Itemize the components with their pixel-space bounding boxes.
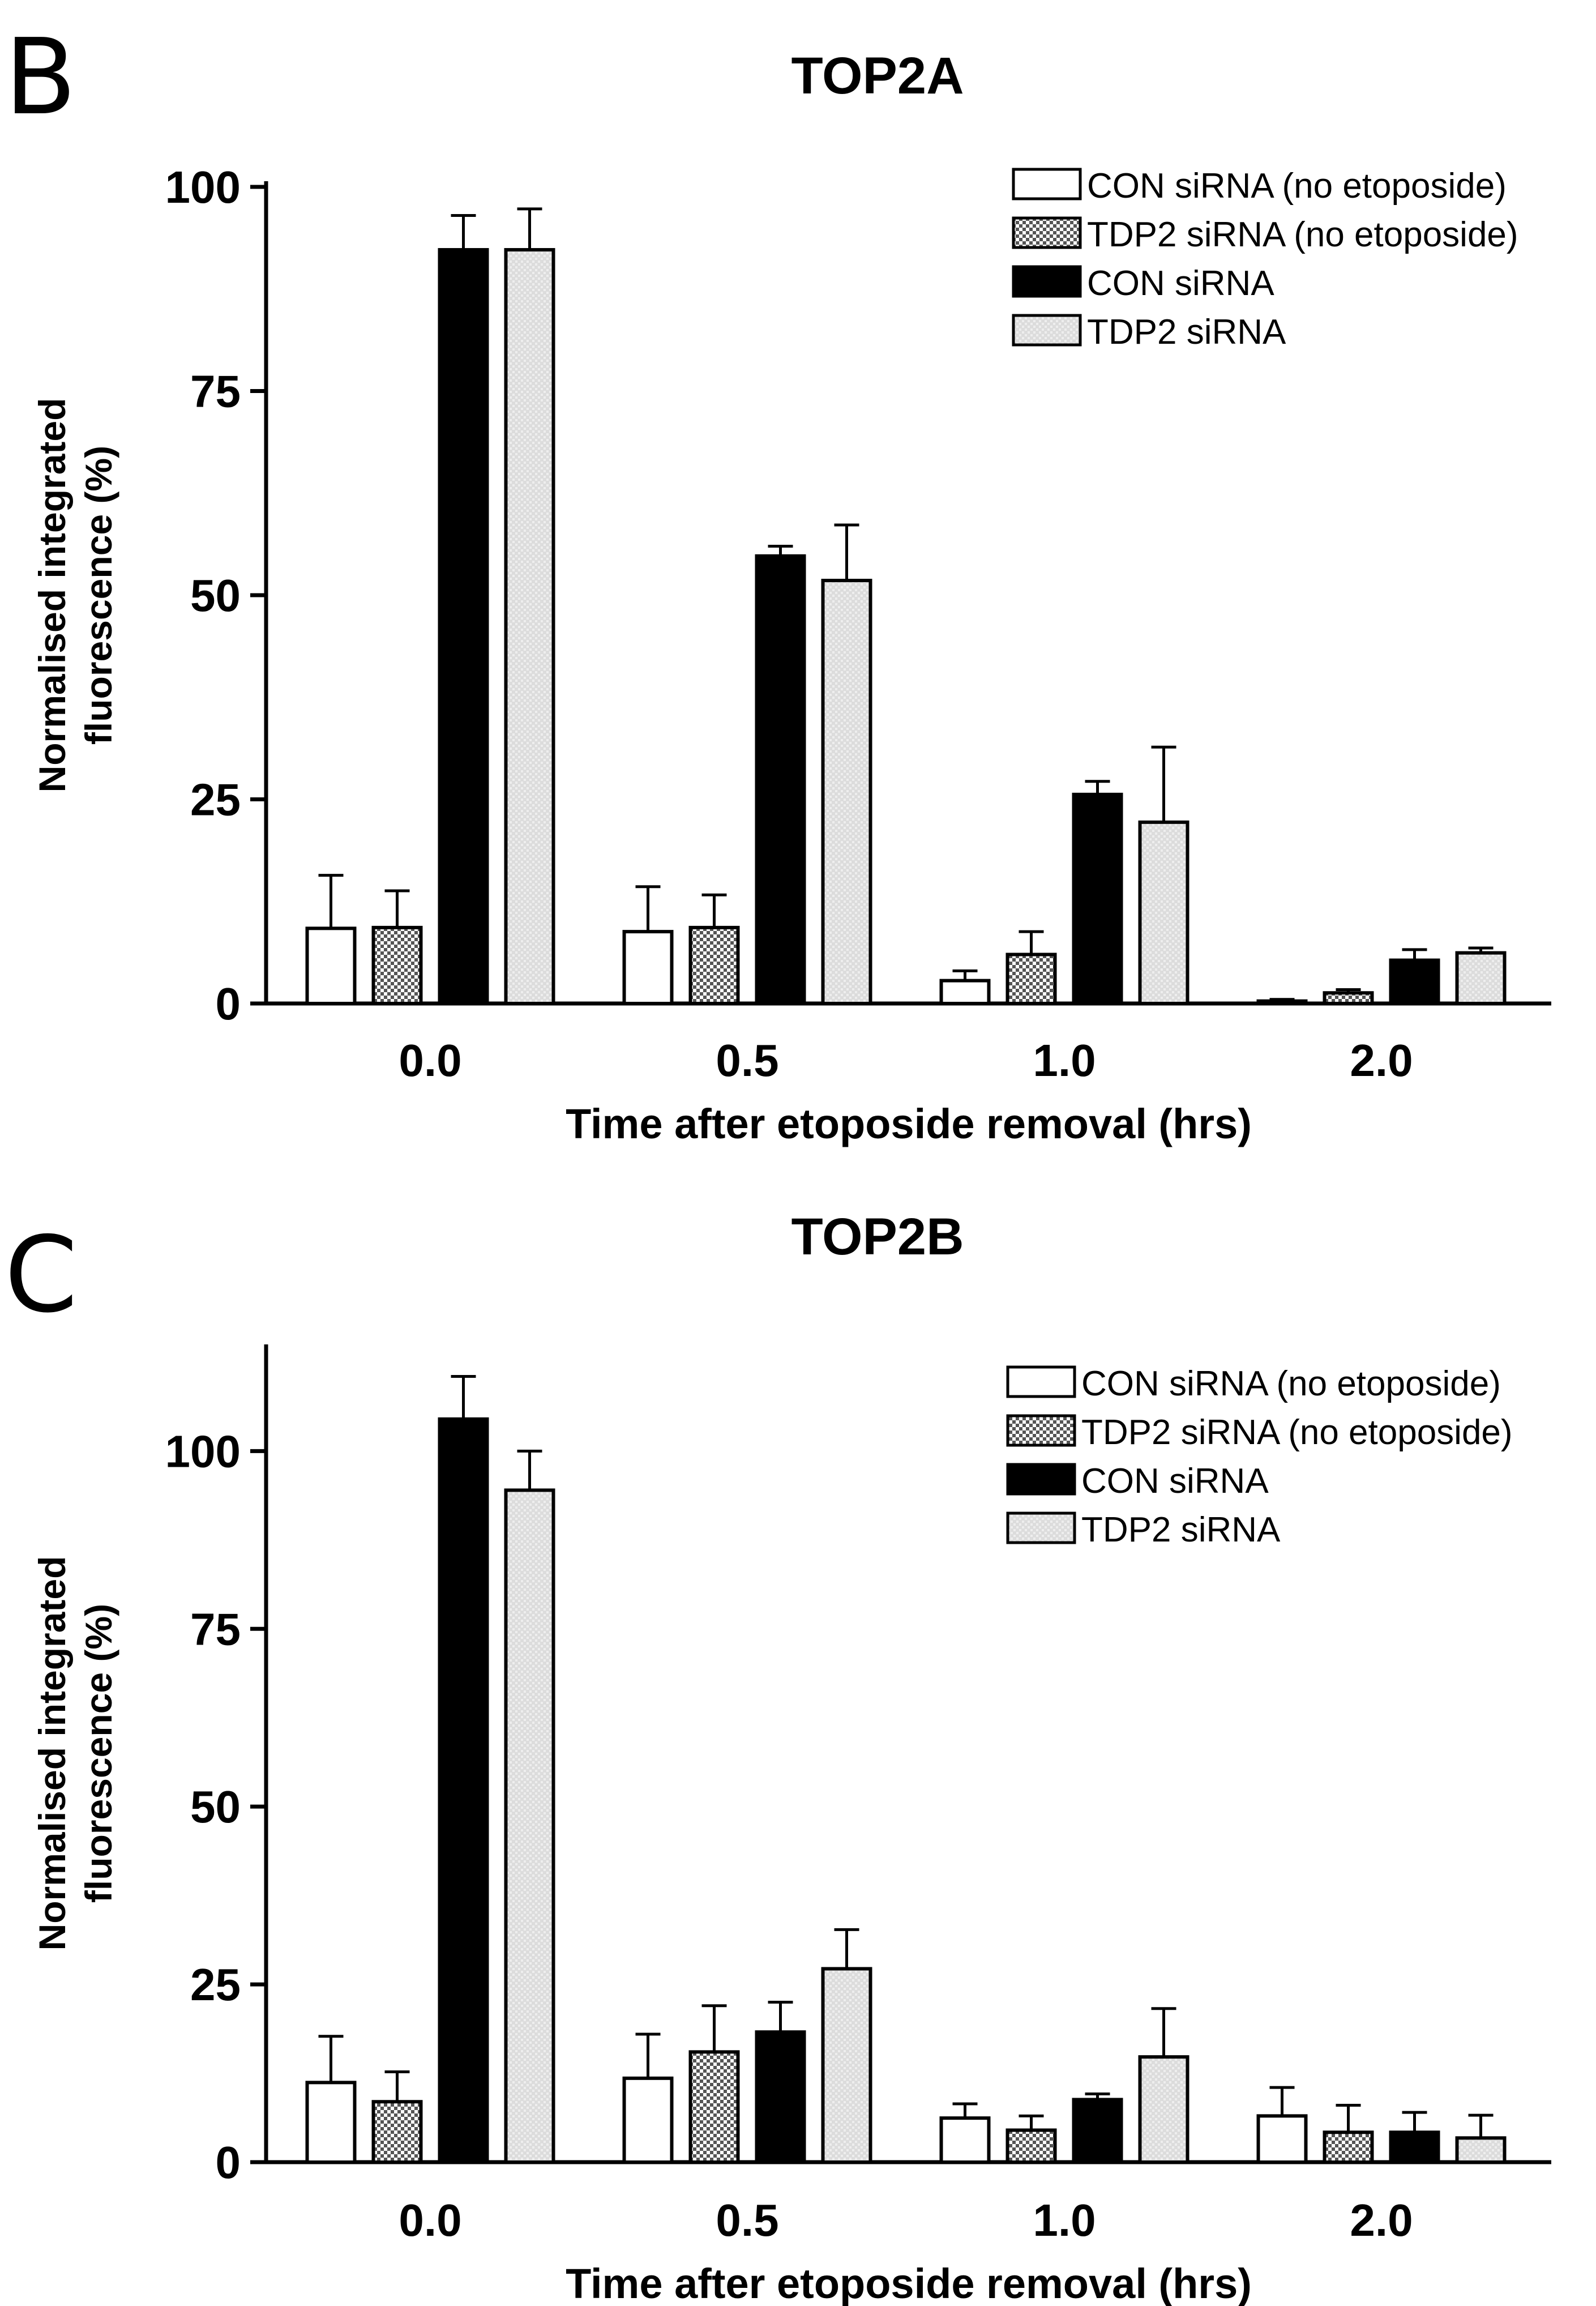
- y-tick-label: 50: [190, 570, 241, 621]
- x-axis-label: Time after etoposide removal (hrs): [566, 1100, 1252, 1147]
- x-tick-label: 1.0: [1033, 1035, 1096, 1086]
- y-axis-label: Normalised integrated fluorescence (%): [31, 398, 119, 793]
- x-axis-label: Time after etoposide removal (hrs): [566, 2260, 1252, 2306]
- panel-letter-b: B: [5, 16, 76, 138]
- chart-title: TOP2B: [791, 1208, 964, 1266]
- legend-label: TDP2 siRNA: [1087, 313, 1286, 352]
- legend-label: CON siRNA: [1087, 264, 1274, 303]
- y-tick-label: 25: [190, 775, 241, 825]
- bar: [1455, 951, 1507, 1005]
- bar: [305, 926, 357, 1006]
- bar: [504, 1488, 555, 2164]
- legend-swatch: [1012, 314, 1082, 347]
- x-tick-label: 1.0: [1033, 2195, 1096, 2245]
- bar: [1005, 953, 1057, 1005]
- bar: [1072, 792, 1123, 1006]
- bar: [688, 925, 740, 1006]
- legend-swatch: [1012, 168, 1082, 200]
- bar: [1256, 999, 1308, 1005]
- legend-swatch: [1006, 1414, 1076, 1447]
- y-tick-label: 75: [190, 366, 241, 417]
- chart-top2b: TOP2B 0 25 50 75 100 Normalised integrated fluo…: [31, 1208, 1551, 2306]
- x-tick-label: 0.0: [399, 2195, 461, 2245]
- bar: [438, 248, 489, 1005]
- y-tick-label: 75: [190, 1604, 241, 1654]
- bar: [622, 930, 674, 1005]
- bar: [1072, 2098, 1123, 2164]
- x-tick-label: 2.0: [1350, 2195, 1413, 2245]
- legend-swatch: [1012, 216, 1082, 249]
- bar: [1323, 2130, 1374, 2164]
- y-axis-label-line: Normalised integrated: [31, 398, 73, 793]
- y-axis-label-line: Normalised integrated: [31, 1556, 73, 1951]
- bar: [755, 554, 806, 1005]
- bar: [821, 1967, 872, 2164]
- legend-label: CON siRNA: [1081, 1462, 1269, 1501]
- bar: [622, 2076, 674, 2164]
- y-axis-label-line: fluorescence (%): [78, 446, 119, 745]
- bar: [1323, 991, 1374, 1006]
- bar: [821, 579, 872, 1005]
- bar: [305, 2081, 357, 2164]
- bar: [755, 2030, 806, 2164]
- y-axis-label-line: fluorescence (%): [78, 1604, 119, 1903]
- legend-label: CON siRNA (no etoposide): [1081, 1364, 1501, 1403]
- legend-swatch: [1006, 1463, 1076, 1496]
- y-tick-label: 100: [165, 162, 241, 212]
- bar: [1389, 2130, 1440, 2164]
- y-tick-label: 0: [216, 979, 241, 1029]
- x-tick-label: 0.5: [716, 1035, 778, 1086]
- bar: [688, 2050, 740, 2164]
- bar: [1138, 820, 1189, 1005]
- legend-label: TDP2 siRNA (no etoposide): [1081, 1413, 1513, 1452]
- y-tick-label: 50: [190, 1782, 241, 1832]
- x-tick-label: 0.5: [716, 2195, 778, 2245]
- legend-swatch: [1006, 1365, 1076, 1398]
- legend-label: CON siRNA (no etoposide): [1087, 166, 1507, 206]
- y-tick-label: 25: [190, 1959, 241, 2010]
- legend-swatch: [1012, 265, 1082, 298]
- bar: [1455, 2136, 1507, 2164]
- x-tick-label: 0.0: [399, 1035, 461, 1086]
- legend-swatch: [1006, 1511, 1076, 1544]
- bar: [939, 979, 991, 1006]
- bar: [1005, 2128, 1057, 2164]
- chart-top2a: TOP2A 0 25 50 75 100 Normalised integrated fluo…: [31, 47, 1551, 1147]
- bar: [1138, 2055, 1189, 2164]
- bar: [1389, 958, 1440, 1005]
- bar: [371, 2100, 423, 2164]
- bar: [371, 925, 423, 1006]
- y-tick-label: 0: [216, 2137, 241, 2188]
- x-tick-label: 2.0: [1350, 1035, 1413, 1086]
- legend-label: TDP2 siRNA (no etoposide): [1087, 215, 1518, 254]
- bar: [1256, 2114, 1308, 2164]
- bar: [438, 1417, 489, 2164]
- bar: [939, 2116, 991, 2164]
- y-tick-label: 100: [165, 1426, 241, 1476]
- chart-title: TOP2A: [791, 47, 964, 105]
- y-axis-label: Normalised integrated fluorescence (%): [31, 1556, 119, 1951]
- legend-label: TDP2 siRNA: [1081, 1510, 1281, 1549]
- bar: [504, 248, 555, 1005]
- panel-letter-c: C: [5, 1214, 78, 1336]
